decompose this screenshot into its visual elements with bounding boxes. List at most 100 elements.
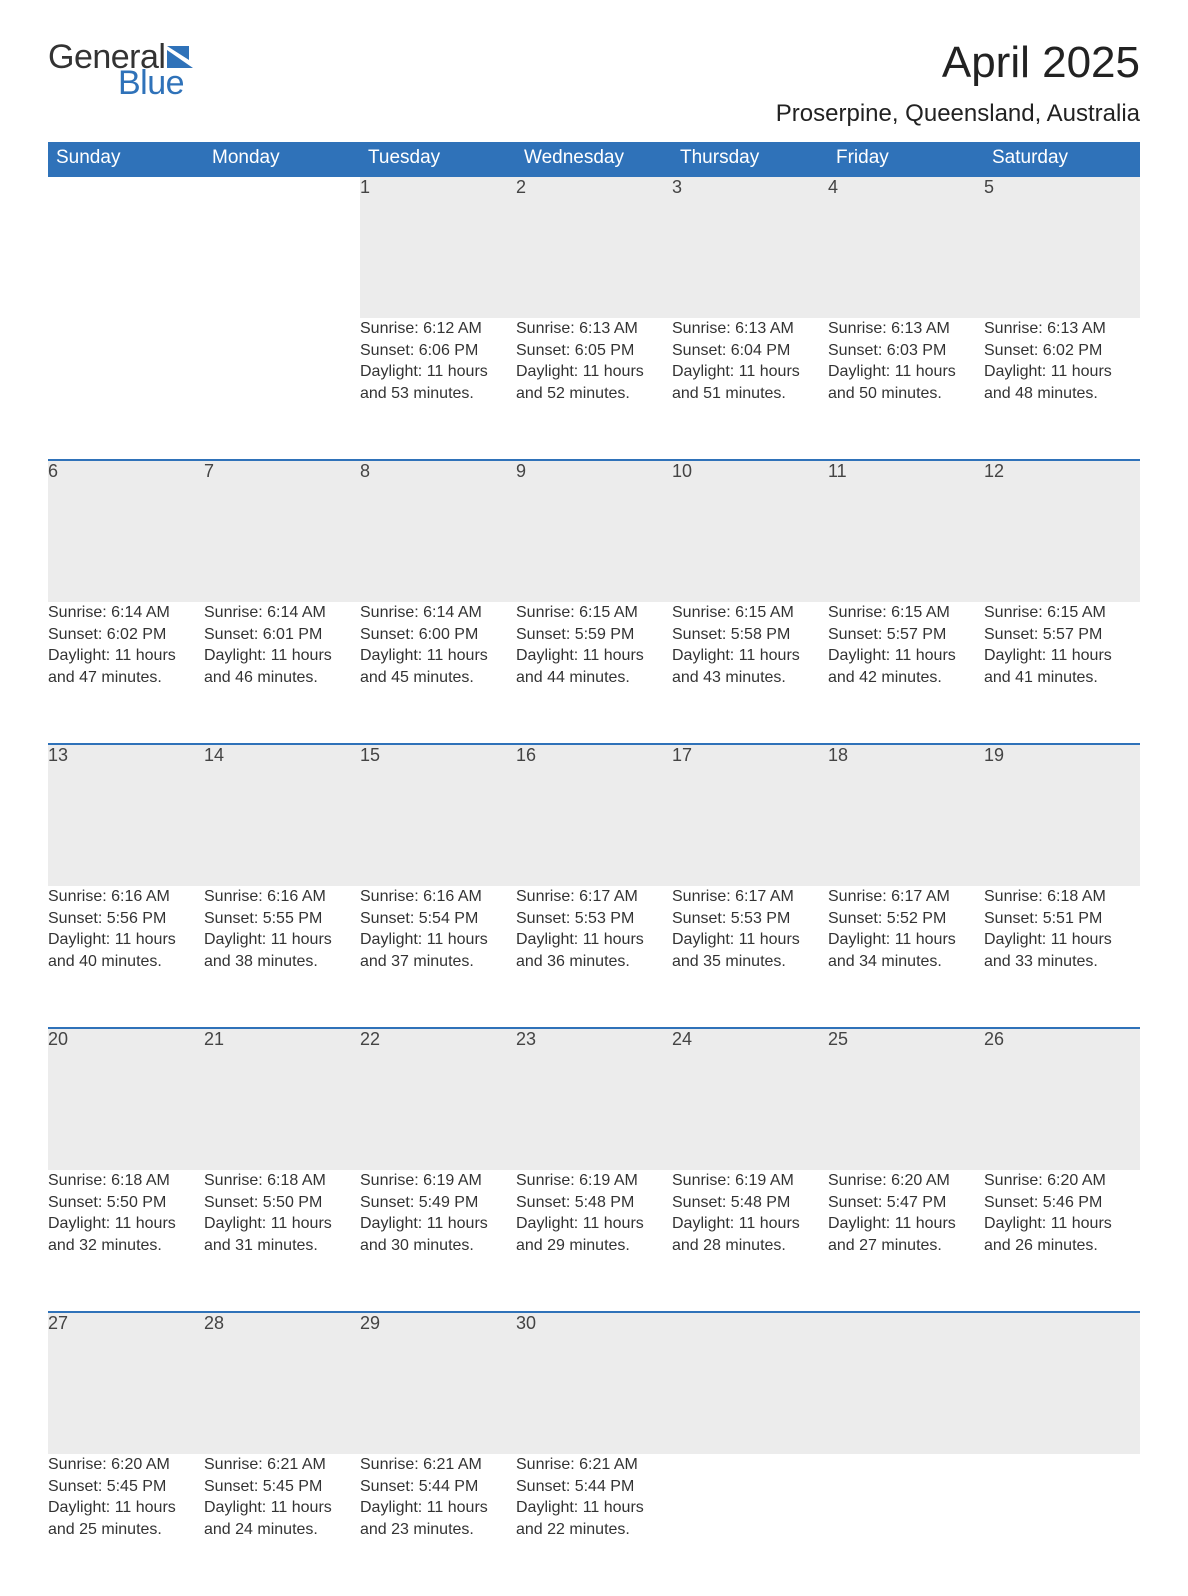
week-2-detail-row: Sunrise: 6:16 AMSunset: 5:56 PMDaylight:… bbox=[48, 886, 1140, 1028]
detail-cell: Sunrise: 6:15 AMSunset: 5:57 PMDaylight:… bbox=[828, 602, 984, 744]
detail-cell: Sunrise: 6:17 AMSunset: 5:53 PMDaylight:… bbox=[672, 886, 828, 1028]
sunset-line: Sunset: 5:53 PM bbox=[672, 908, 828, 930]
daynum-cell: 22 bbox=[360, 1028, 516, 1170]
sunset-line: Sunset: 6:01 PM bbox=[204, 624, 360, 646]
sunset-line: Sunset: 5:45 PM bbox=[204, 1476, 360, 1498]
sunset-line: Sunset: 5:55 PM bbox=[204, 908, 360, 930]
sunset-line: Sunset: 6:03 PM bbox=[828, 340, 984, 362]
detail-cell: Sunrise: 6:15 AMSunset: 5:58 PMDaylight:… bbox=[672, 602, 828, 744]
daylight-line: Daylight: 11 hours and 52 minutes. bbox=[516, 361, 672, 404]
daynum-cell bbox=[672, 1312, 828, 1454]
daynum-cell bbox=[48, 176, 204, 318]
detail-cell: Sunrise: 6:17 AMSunset: 5:52 PMDaylight:… bbox=[828, 886, 984, 1028]
daynum-cell: 6 bbox=[48, 460, 204, 602]
week-4-detail-row: Sunrise: 6:20 AMSunset: 5:45 PMDaylight:… bbox=[48, 1454, 1140, 1596]
sunrise-line: Sunrise: 6:19 AM bbox=[360, 1170, 516, 1192]
detail-cell: Sunrise: 6:21 AMSunset: 5:44 PMDaylight:… bbox=[360, 1454, 516, 1596]
sunrise-line: Sunrise: 6:16 AM bbox=[204, 886, 360, 908]
detail-cell: Sunrise: 6:18 AMSunset: 5:51 PMDaylight:… bbox=[984, 886, 1140, 1028]
daylight-line: Daylight: 11 hours and 38 minutes. bbox=[204, 929, 360, 972]
daynum-cell: 8 bbox=[360, 460, 516, 602]
detail-cell bbox=[672, 1454, 828, 1596]
sunrise-line: Sunrise: 6:14 AM bbox=[48, 602, 204, 624]
sunrise-line: Sunrise: 6:14 AM bbox=[360, 602, 516, 624]
sunset-line: Sunset: 6:06 PM bbox=[360, 340, 516, 362]
daynum-cell: 7 bbox=[204, 460, 360, 602]
sunrise-line: Sunrise: 6:14 AM bbox=[204, 602, 360, 624]
sunset-line: Sunset: 5:53 PM bbox=[516, 908, 672, 930]
detail-cell: Sunrise: 6:16 AMSunset: 5:56 PMDaylight:… bbox=[48, 886, 204, 1028]
sunset-line: Sunset: 6:00 PM bbox=[360, 624, 516, 646]
daynum-cell: 16 bbox=[516, 744, 672, 886]
sunrise-line: Sunrise: 6:12 AM bbox=[360, 318, 516, 340]
daynum-cell: 19 bbox=[984, 744, 1140, 886]
sunrise-line: Sunrise: 6:17 AM bbox=[516, 886, 672, 908]
daylight-line: Daylight: 11 hours and 44 minutes. bbox=[516, 645, 672, 688]
logo-word-blue: Blue bbox=[118, 66, 201, 100]
daylight-line: Daylight: 11 hours and 33 minutes. bbox=[984, 929, 1140, 972]
daylight-line: Daylight: 11 hours and 46 minutes. bbox=[204, 645, 360, 688]
calendar-head: SundayMondayTuesdayWednesdayThursdayFrid… bbox=[48, 142, 1140, 176]
daynum-cell: 26 bbox=[984, 1028, 1140, 1170]
sunrise-line: Sunrise: 6:15 AM bbox=[828, 602, 984, 624]
sunrise-line: Sunrise: 6:20 AM bbox=[828, 1170, 984, 1192]
detail-cell: Sunrise: 6:12 AMSunset: 6:06 PMDaylight:… bbox=[360, 318, 516, 460]
sunset-line: Sunset: 6:02 PM bbox=[984, 340, 1140, 362]
sunset-line: Sunset: 5:56 PM bbox=[48, 908, 204, 930]
daynum-cell: 23 bbox=[516, 1028, 672, 1170]
sunset-line: Sunset: 5:54 PM bbox=[360, 908, 516, 930]
detail-cell: Sunrise: 6:14 AMSunset: 6:02 PMDaylight:… bbox=[48, 602, 204, 744]
detail-cell: Sunrise: 6:19 AMSunset: 5:49 PMDaylight:… bbox=[360, 1170, 516, 1312]
sunset-line: Sunset: 5:44 PM bbox=[516, 1476, 672, 1498]
sunrise-line: Sunrise: 6:18 AM bbox=[984, 886, 1140, 908]
daylight-line: Daylight: 11 hours and 26 minutes. bbox=[984, 1213, 1140, 1256]
week-3-detail-row: Sunrise: 6:18 AMSunset: 5:50 PMDaylight:… bbox=[48, 1170, 1140, 1312]
dayhead-thursday: Thursday bbox=[672, 142, 828, 176]
header: General Blue April 2025 Proserpine, Quee… bbox=[48, 40, 1140, 138]
daynum-cell: 25 bbox=[828, 1028, 984, 1170]
daynum-cell: 14 bbox=[204, 744, 360, 886]
daynum-cell: 9 bbox=[516, 460, 672, 602]
sunrise-line: Sunrise: 6:13 AM bbox=[984, 318, 1140, 340]
daylight-line: Daylight: 11 hours and 25 minutes. bbox=[48, 1497, 204, 1540]
daylight-line: Daylight: 11 hours and 36 minutes. bbox=[516, 929, 672, 972]
detail-cell: Sunrise: 6:21 AMSunset: 5:45 PMDaylight:… bbox=[204, 1454, 360, 1596]
detail-cell: Sunrise: 6:18 AMSunset: 5:50 PMDaylight:… bbox=[48, 1170, 204, 1312]
daylight-line: Daylight: 11 hours and 29 minutes. bbox=[516, 1213, 672, 1256]
daylight-line: Daylight: 11 hours and 42 minutes. bbox=[828, 645, 984, 688]
daynum-cell bbox=[984, 1312, 1140, 1454]
sunrise-line: Sunrise: 6:17 AM bbox=[672, 886, 828, 908]
daynum-cell bbox=[204, 176, 360, 318]
detail-cell bbox=[828, 1454, 984, 1596]
dayhead-sunday: Sunday bbox=[48, 142, 204, 176]
daynum-cell: 15 bbox=[360, 744, 516, 886]
sunrise-line: Sunrise: 6:15 AM bbox=[672, 602, 828, 624]
sunrise-line: Sunrise: 6:13 AM bbox=[828, 318, 984, 340]
sunset-line: Sunset: 6:05 PM bbox=[516, 340, 672, 362]
detail-cell: Sunrise: 6:17 AMSunset: 5:53 PMDaylight:… bbox=[516, 886, 672, 1028]
detail-cell: Sunrise: 6:21 AMSunset: 5:44 PMDaylight:… bbox=[516, 1454, 672, 1596]
sunrise-line: Sunrise: 6:19 AM bbox=[516, 1170, 672, 1192]
detail-cell: Sunrise: 6:20 AMSunset: 5:47 PMDaylight:… bbox=[828, 1170, 984, 1312]
sunset-line: Sunset: 5:57 PM bbox=[828, 624, 984, 646]
daylight-line: Daylight: 11 hours and 40 minutes. bbox=[48, 929, 204, 972]
detail-cell: Sunrise: 6:15 AMSunset: 5:57 PMDaylight:… bbox=[984, 602, 1140, 744]
daynum-cell: 4 bbox=[828, 176, 984, 318]
sunset-line: Sunset: 5:47 PM bbox=[828, 1192, 984, 1214]
daynum-cell: 2 bbox=[516, 176, 672, 318]
sunrise-line: Sunrise: 6:20 AM bbox=[48, 1454, 204, 1476]
sunset-line: Sunset: 5:59 PM bbox=[516, 624, 672, 646]
daylight-line: Daylight: 11 hours and 48 minutes. bbox=[984, 361, 1140, 404]
detail-cell bbox=[204, 318, 360, 460]
daylight-line: Daylight: 11 hours and 51 minutes. bbox=[672, 361, 828, 404]
daynum-cell: 27 bbox=[48, 1312, 204, 1454]
sunrise-line: Sunrise: 6:16 AM bbox=[360, 886, 516, 908]
sunset-line: Sunset: 5:50 PM bbox=[204, 1192, 360, 1214]
daynum-cell: 18 bbox=[828, 744, 984, 886]
daylight-line: Daylight: 11 hours and 23 minutes. bbox=[360, 1497, 516, 1540]
sunrise-line: Sunrise: 6:13 AM bbox=[516, 318, 672, 340]
detail-cell: Sunrise: 6:15 AMSunset: 5:59 PMDaylight:… bbox=[516, 602, 672, 744]
daynum-cell bbox=[828, 1312, 984, 1454]
week-2-daynum-row: 13141516171819 bbox=[48, 744, 1140, 886]
daylight-line: Daylight: 11 hours and 27 minutes. bbox=[828, 1213, 984, 1256]
